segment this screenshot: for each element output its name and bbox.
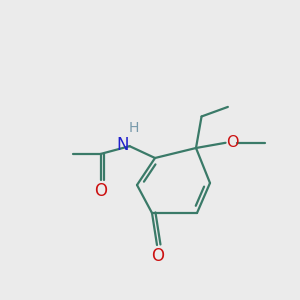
Text: H: H: [128, 121, 139, 135]
Text: O: O: [94, 182, 107, 200]
Text: O: O: [226, 135, 239, 150]
Text: O: O: [152, 247, 164, 265]
Text: N: N: [116, 136, 129, 154]
